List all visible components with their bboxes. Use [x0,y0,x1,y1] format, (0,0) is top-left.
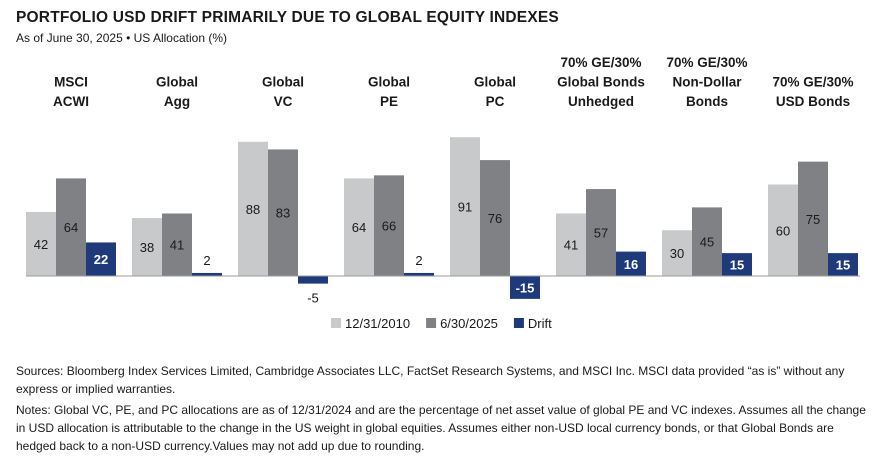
data-label: 57 [594,226,608,241]
category-label: 70% GE/30% [772,75,853,90]
bar [298,276,328,284]
chart-title: PORTFOLIO USD DRIFT PRIMARILY DUE TO GLO… [16,9,559,26]
legend-swatch [426,318,437,328]
data-label: -15 [516,280,535,295]
bar [510,276,540,299]
legend-label: 6/30/2025 [440,316,498,331]
bar [480,160,510,276]
category-label: Global [156,75,198,90]
bar [374,175,404,276]
bar [768,184,798,276]
category-label: MSCI [54,75,88,90]
bar [132,218,162,276]
bar [162,213,192,276]
bar [344,178,374,276]
data-label: 83 [276,206,290,221]
legend-label: 12/31/2010 [345,316,410,331]
data-label: 16 [624,257,638,272]
legend-label: Drift [528,316,552,331]
data-label: 38 [140,240,154,255]
data-label: 75 [806,212,820,227]
data-label: 41 [170,238,184,253]
category-label: Global Bonds [557,75,645,90]
category-label: 70% GE/30% [666,55,747,70]
data-label: 42 [34,237,48,252]
bar [722,253,752,276]
bar [404,272,434,276]
bar [56,178,86,276]
category-label: Global [368,75,410,90]
data-label: 91 [458,200,472,215]
bar [192,272,222,276]
data-label: 88 [246,202,260,217]
bar [238,141,268,276]
category-label: USD Bonds [776,94,850,109]
bar-chart: MSCI ACWI 42 64 22 Global Agg 38 41 2 Global VC 88 83… [26,55,860,331]
chart-notes: Sources: Bloomberg Index Services Limite… [16,362,876,458]
data-label: 45 [700,235,714,250]
legend-swatch [331,318,341,328]
data-label: 2 [415,253,422,268]
category-label: Unhedged [568,94,634,109]
bar [450,137,480,276]
data-label: 30 [670,246,684,261]
chart-subtitle: As of June 30, 2025 • US Allocation (%) [16,31,227,45]
category-label: PC [486,94,505,109]
legend-swatch [513,318,524,328]
bar [662,230,692,276]
bar [268,149,298,276]
bar [26,211,56,276]
category-label: ACWI [53,94,89,109]
bar [586,189,616,276]
data-label: 2 [203,253,210,268]
category-label: Global [474,75,516,90]
category-label: 70% GE/30% [560,55,641,70]
data-label: 41 [564,238,578,253]
data-label: 66 [382,219,396,234]
data-label: -5 [307,291,319,306]
notes-text: Notes: Global VC, PE, and PC allocations… [16,403,866,453]
bar [556,213,586,276]
category-label: VC [274,94,293,109]
data-label: 60 [776,223,790,238]
category-label: Agg [164,94,190,109]
data-label: 76 [488,211,502,226]
sources-text: Sources: Bloomberg Index Services Limite… [16,364,845,396]
data-label: 15 [730,258,744,273]
category-label: Non-Dollar [673,75,743,90]
bar [692,207,722,276]
category-label: Global [262,75,304,90]
category-label: PE [380,94,398,109]
category-label: Bonds [686,94,728,109]
data-label: 64 [352,220,366,235]
bar [828,253,858,276]
data-label: 64 [64,220,78,235]
bar [616,251,646,276]
data-label: 22 [94,252,108,267]
bar [86,242,116,276]
data-label: 15 [836,258,850,273]
bar [798,161,828,276]
